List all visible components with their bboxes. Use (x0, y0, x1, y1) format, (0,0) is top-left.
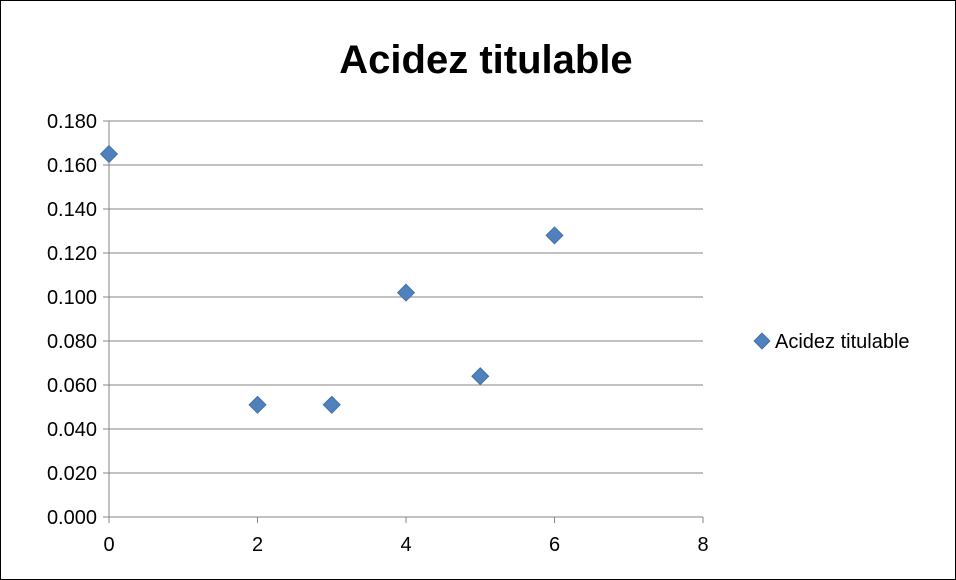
data-point (322, 395, 341, 414)
y-tick-label: 0.040 (47, 419, 97, 441)
legend: Acidez titulable (753, 331, 910, 353)
y-tick-label: 0.080 (47, 331, 97, 353)
axes (103, 120, 704, 523)
y-tick-label: 0.180 (47, 111, 97, 133)
data-point (545, 226, 564, 245)
data-point (248, 395, 267, 414)
y-tick-label: 0.000 (47, 507, 97, 529)
x-tick-label: 0 (103, 534, 114, 556)
x-tick-label: 8 (697, 534, 708, 556)
y-tick-label: 0.160 (47, 155, 97, 177)
legend-label: Acidez titulable (775, 331, 910, 353)
data-point (471, 367, 490, 386)
legend-marker-diamond (753, 332, 771, 350)
data-point (99, 144, 119, 164)
y-tick-labels: 0.000 0.020 0.040 0.060 0.080 0.100 0.120 0.140… (47, 111, 97, 529)
x-tick-label: 4 (400, 534, 411, 556)
y-tick-label: 0.060 (47, 375, 97, 397)
x-tick-label: 6 (549, 534, 560, 556)
y-tick-label: 0.020 (47, 463, 97, 485)
data-point (396, 283, 416, 302)
data-points (99, 144, 564, 414)
y-tick-label: 0.120 (47, 243, 97, 265)
chart-title: Acidez titulable (339, 38, 632, 82)
x-tick-labels: 0 2 4 6 8 (103, 534, 708, 556)
y-tick-label: 0.140 (47, 199, 97, 221)
y-tick-label: 0.100 (47, 287, 97, 309)
x-tick-label: 2 (252, 534, 263, 556)
